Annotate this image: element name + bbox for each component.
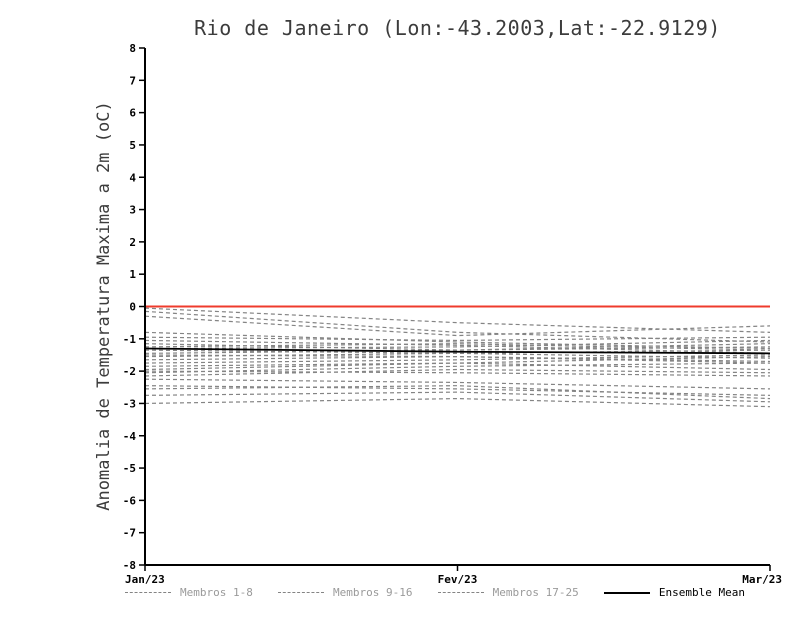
legend-label: Membros 9-16 [333,586,413,599]
legend-item: Membros 17-25 [437,586,579,599]
ensemble-member-line [144,354,771,363]
y-tick-label: -6 [123,494,137,507]
x-tick-label: Jan/23 [125,573,165,586]
legend-label: Ensemble Mean [658,586,745,599]
y-tick-label: 7 [129,74,136,87]
dashed-line-sample [125,592,171,593]
ensemble-member-line [144,354,771,364]
ensemble-member-line [144,385,771,396]
y-tick-label: -1 [123,333,137,346]
y-tick-label: 5 [129,139,136,152]
solid-line-sample [603,591,650,594]
y-tick-label: -2 [123,365,136,378]
y-tick-label: -5 [123,462,136,475]
y-tick-label: -8 [123,559,136,572]
y-tick-label: 8 [129,42,136,55]
legend-label: Membros 1-8 [180,586,253,599]
x-tick-label: Mar/23 [742,573,782,586]
legend-item: Ensemble Mean [603,586,745,599]
y-tick-label: 6 [129,107,136,120]
ensemble-member-line [144,355,771,371]
ensemble-member-line [144,336,771,342]
legend: Membros 1-8 Membros 9-16 Membros 17-25 Ense… [125,586,745,599]
ensemble-member-line [144,310,771,343]
legend-item: Membros 9-16 [278,586,413,599]
ensemble-member-line [144,355,771,364]
legend-label: Membros 17-25 [492,586,579,599]
y-tick-label: -3 [123,397,136,410]
ensemble-member-line [144,391,771,403]
y-tick-label: 0 [129,301,136,314]
ensemble-member-line [144,362,771,371]
y-tick-label: 1 [129,268,136,281]
y-tick-label: 3 [129,204,136,217]
ensemble-member-line [144,349,771,358]
dashed-line-sample [278,592,325,593]
y-tick-label: -7 [123,527,136,540]
dashed-line-sample [437,592,484,593]
ensemble-member-line [144,397,771,408]
ensemble-member-line [144,339,771,350]
y-tick-label: -4 [123,430,137,443]
ensemble-member-line [144,343,771,351]
legend-item: Membros 1-8 [125,586,253,599]
ensemble-member-line [144,362,771,374]
ensemble-mean-line [144,347,771,355]
ensemble-member-line [144,385,771,400]
y-tick-label: 4 [129,171,136,184]
ensemble-member-line [144,315,771,337]
ensemble-member-line [144,370,771,377]
ensemble-member-line [144,378,771,390]
ensemble-member-line [144,346,771,354]
chart-title: Rio de Janeiro (Lon:-43.2003,Lat:-22.912… [194,16,721,40]
ensemble-member-line [144,368,771,377]
ensemble-member-line [144,307,771,333]
y-tick-label: 2 [129,236,136,249]
x-tick-label: Fev/23 [438,573,478,586]
